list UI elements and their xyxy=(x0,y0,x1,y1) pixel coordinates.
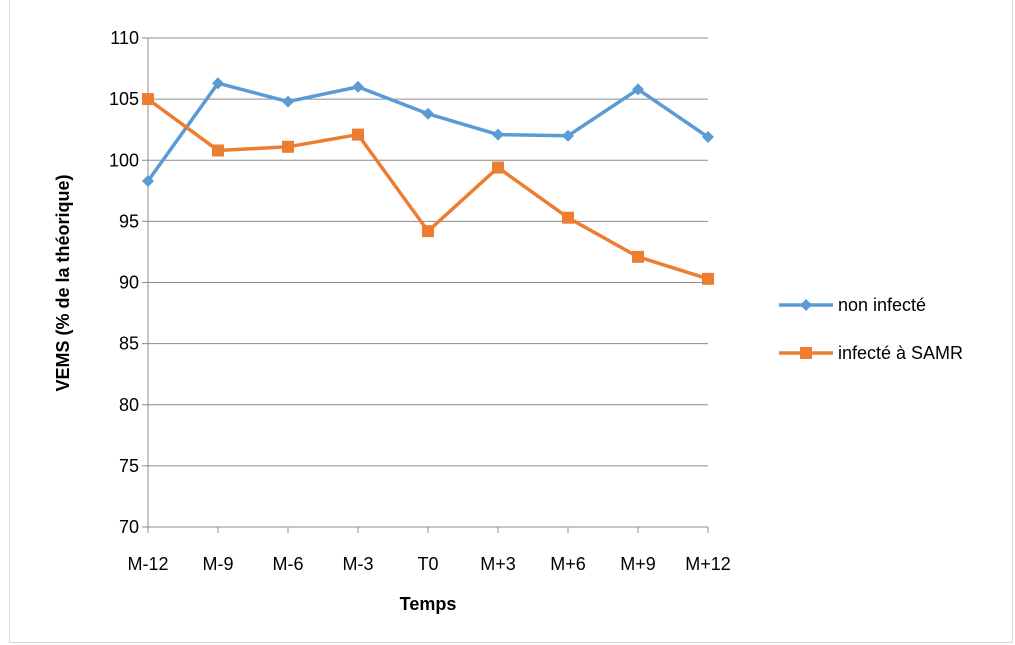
chart-frame xyxy=(9,0,1013,643)
x-tick-label: M-6 xyxy=(273,554,304,574)
data-point-square xyxy=(632,250,644,263)
x-tick-labels: M-12 M-9 M-6 M-3 T0 M+3 M+6 M+9 M+12 xyxy=(127,554,730,574)
series-markers xyxy=(142,77,714,285)
y-tick-label-80: 80 xyxy=(119,395,139,415)
data-point-diamond xyxy=(702,131,714,144)
data-point-diamond xyxy=(422,107,434,120)
y-tick-label-70: 70 xyxy=(119,517,139,537)
x-tick-label: M-12 xyxy=(127,554,168,574)
y-tick-label-90: 90 xyxy=(119,273,139,293)
y-tick-label-105: 105 xyxy=(109,89,139,109)
data-point-diamond xyxy=(212,77,224,90)
axes xyxy=(142,37,709,533)
x-tick-label: M+6 xyxy=(550,554,586,574)
x-tick-label: M+9 xyxy=(620,554,656,574)
data-point-diamond xyxy=(142,175,154,188)
data-point-diamond xyxy=(492,128,504,141)
legend-label-infecte-samr: infecté à SAMR xyxy=(838,343,963,363)
data-point-diamond xyxy=(352,80,364,93)
series-line-0 xyxy=(146,81,709,183)
data-point-diamond xyxy=(282,95,294,108)
y-tick-label-100: 100 xyxy=(109,150,139,170)
y-tick-labels: 70 75 80 85 90 95 100 105 110 xyxy=(109,28,139,537)
data-point-diamond xyxy=(562,129,574,142)
y-tick-label-85: 85 xyxy=(119,334,139,354)
y-axis-title: VEMS (% de la théorique) xyxy=(53,174,73,391)
data-point-diamond xyxy=(632,83,644,96)
legend-marker-diamond xyxy=(800,299,812,311)
y-tick-label-95: 95 xyxy=(119,211,139,231)
gridlines xyxy=(148,37,708,467)
data-point-square xyxy=(562,211,574,224)
x-axis-title: Temps xyxy=(400,594,457,614)
legend-label-non-infecte: non infecté xyxy=(838,295,926,315)
x-tick-label: M-3 xyxy=(343,554,374,574)
legend-item-infecte-samr: infecté à SAMR xyxy=(779,343,963,363)
y-tick-label-75: 75 xyxy=(119,456,139,476)
legend-marker-square xyxy=(800,347,812,359)
x-tick-label: T0 xyxy=(417,554,438,574)
x-tick-label: M+12 xyxy=(685,554,731,574)
x-tick-label: M+3 xyxy=(480,554,516,574)
data-point-square xyxy=(492,161,504,174)
data-point-square xyxy=(352,128,364,141)
series-line-1 xyxy=(146,97,709,281)
legend-item-non-infecte: non infecté xyxy=(779,295,926,315)
data-point-square xyxy=(702,272,714,285)
legend: non infecté infecté à SAMR xyxy=(779,295,963,363)
data-point-square xyxy=(422,225,434,238)
data-point-square xyxy=(282,140,294,153)
x-tick-label: M-9 xyxy=(203,554,234,574)
y-tick-label-110: 110 xyxy=(110,28,139,48)
data-point-square xyxy=(212,144,224,157)
data-point-square xyxy=(142,93,154,106)
